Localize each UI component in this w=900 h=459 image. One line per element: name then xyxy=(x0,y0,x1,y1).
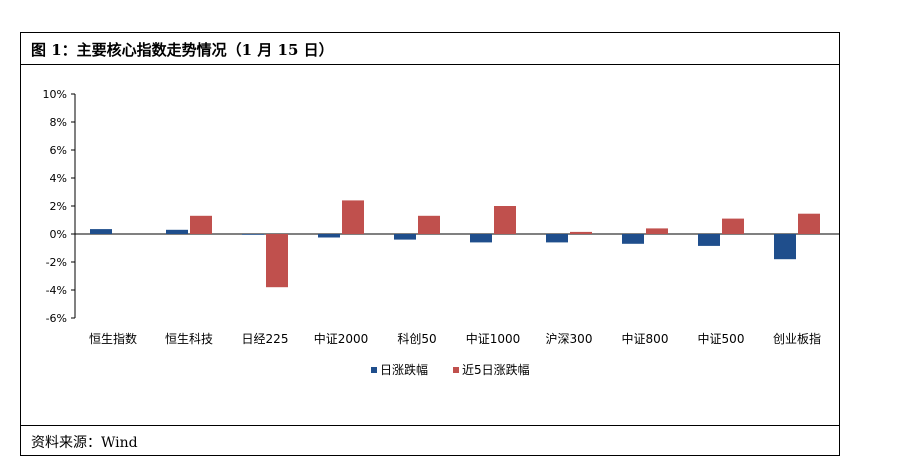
x-category-label: 中证2000 xyxy=(314,331,369,346)
y-tick-label: 2% xyxy=(50,200,67,213)
source-note: 资料来源：Wind xyxy=(31,435,138,451)
x-category-label: 中证500 xyxy=(698,331,745,346)
bar-daily-change xyxy=(318,234,340,238)
bar-daily-change xyxy=(242,234,264,235)
legend-label: 近5日涨跌幅 xyxy=(462,362,530,377)
x-category-label: 科创50 xyxy=(397,332,436,346)
bar-5day-change xyxy=(342,200,364,234)
x-category-label: 沪深300 xyxy=(546,332,593,346)
x-category-label: 中证800 xyxy=(622,331,669,346)
chart-frame: 图 1：主要核心指数走势情况（1 月 15 日） 资料来源：Wind xyxy=(20,32,840,456)
legend-swatch xyxy=(371,367,377,373)
y-tick-label: 10% xyxy=(43,88,67,101)
bar-5day-change xyxy=(418,215,440,234)
bar-daily-change xyxy=(166,229,188,234)
legend-swatch xyxy=(453,367,459,373)
bar-daily-change xyxy=(470,234,492,243)
bar-daily-change xyxy=(546,234,568,243)
bar-5day-change xyxy=(494,206,516,234)
y-tick-label: 4% xyxy=(50,172,67,185)
bar-5day-change xyxy=(266,234,288,288)
y-tick-label: -6% xyxy=(46,312,67,325)
x-category-label: 创业板指 xyxy=(773,331,821,346)
bar-5day-change xyxy=(798,213,820,234)
bar-daily-change xyxy=(698,234,720,246)
bar-5day-change xyxy=(570,231,592,234)
y-tick-label: 0% xyxy=(50,228,67,241)
y-tick-label: -4% xyxy=(46,284,67,297)
y-tick-label: -2% xyxy=(46,256,67,269)
bar-5day-change xyxy=(190,215,212,234)
title-bar: 图 1：主要核心指数走势情况（1 月 15 日） xyxy=(21,33,839,65)
bar-5day-change xyxy=(646,228,668,234)
x-category-label: 中证1000 xyxy=(466,331,521,346)
bar-daily-change xyxy=(622,234,644,244)
x-category-label: 恒生指数 xyxy=(89,331,137,346)
source-bar: 资料来源：Wind xyxy=(21,425,839,455)
bar-5day-change xyxy=(722,218,744,234)
chart-title: 图 1：主要核心指数走势情况（1 月 15 日） xyxy=(31,41,334,59)
y-tick-label: 6% xyxy=(50,144,67,157)
bar-daily-change xyxy=(774,234,796,260)
y-tick-label: 8% xyxy=(50,116,67,129)
bar-daily-change xyxy=(394,234,416,240)
bar-daily-change xyxy=(90,229,112,234)
x-category-label: 日经225 xyxy=(242,332,289,346)
x-category-label: 恒生科技 xyxy=(165,332,213,346)
legend-label: 日涨跌幅 xyxy=(380,362,428,377)
